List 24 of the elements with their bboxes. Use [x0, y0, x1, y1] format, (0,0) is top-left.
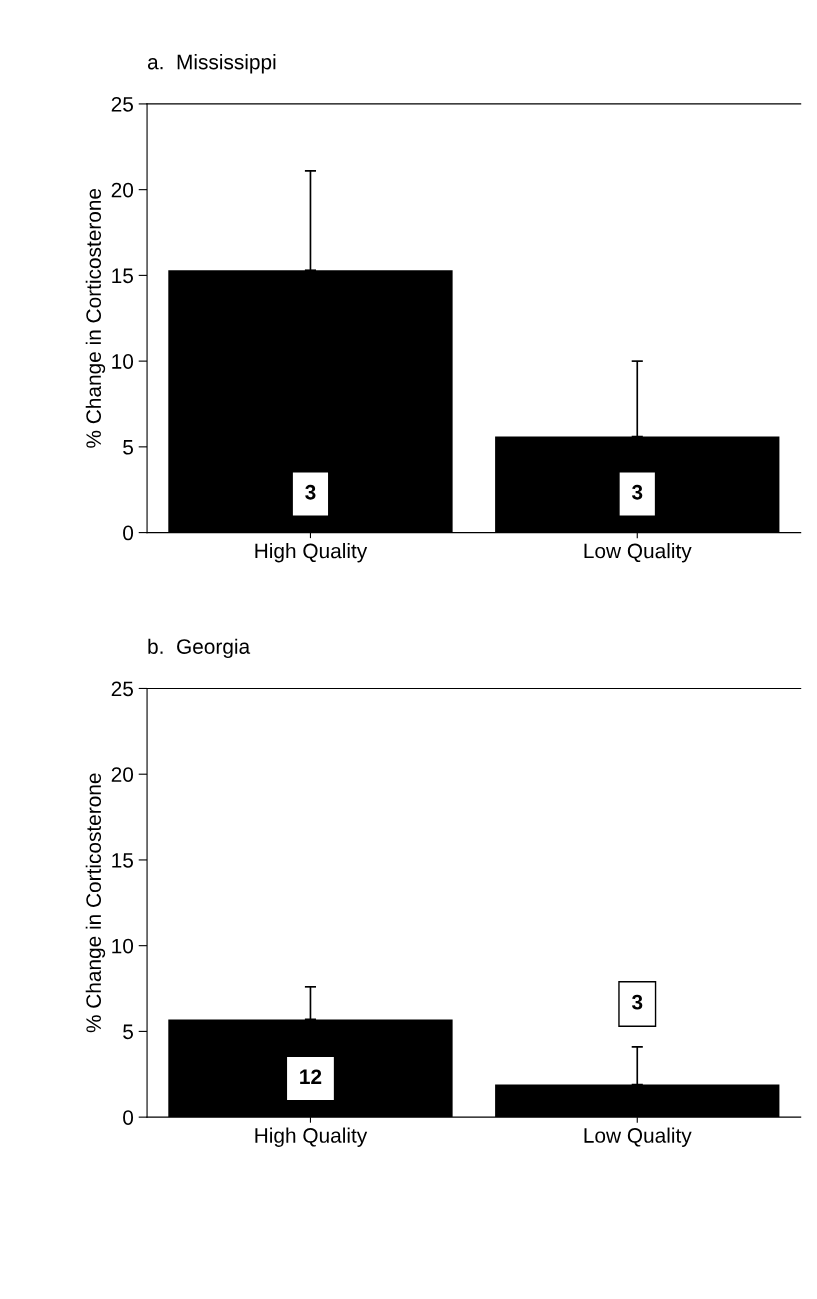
y-tick-label: 20: [111, 767, 134, 782]
y-tick-label: 10: [112, 354, 134, 369]
y-tick-label: 20: [111, 182, 134, 198]
annotation: 3: [631, 484, 643, 500]
chart-title: b. Georgia: [148, 638, 251, 659]
y-axis-title: % Change in Corticosterone: [85, 773, 106, 1033]
y-tick-label: 0: [123, 525, 134, 541]
annotation: 12: [300, 1069, 322, 1084]
y-tick-label: 5: [123, 440, 133, 455]
y-tick-label: 25: [111, 681, 133, 697]
annotation: 3: [305, 484, 316, 500]
y-tick-label: 10: [112, 938, 134, 954]
y-tick-label: 15: [112, 268, 133, 284]
y-tick-label: 25: [111, 96, 133, 112]
x-tick-label: Low Quality: [584, 1127, 692, 1147]
y-tick-label: 5: [123, 1024, 133, 1040]
y-tick-label: 0: [123, 1110, 134, 1125]
x-tick-label: High Quality: [255, 1127, 368, 1147]
x-tick-label: High Quality: [255, 543, 368, 563]
x-tick-label: Low Quality: [584, 543, 692, 563]
chart-title: a. Mississippi: [147, 54, 276, 74]
annotation: 3: [631, 994, 643, 1010]
y-tick-label: 15: [112, 853, 133, 868]
y-axis-title: % Change in Corticosterone: [85, 188, 106, 448]
